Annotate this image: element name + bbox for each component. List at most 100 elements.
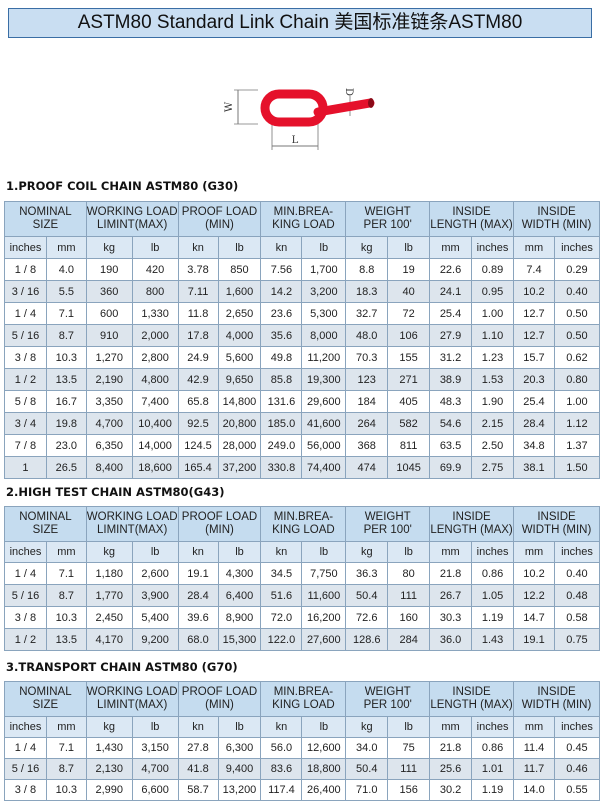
unit-cell: lb [387,716,431,738]
header-line: WIDTH (MIN) [521,219,592,231]
data-row: 5 / 8 16.7 3,350 7,400 65.8 14,800 131.6 29,600… [4,390,600,413]
data-cell: 0.40 [553,280,600,303]
unit-cell: kn [177,716,219,738]
data-cell: 56.0 [260,737,303,759]
unit-cell: mm [45,716,87,738]
data-cell: 6,400 [217,584,262,607]
unit-cell: inches [553,716,600,738]
data-cell: 21.8 [429,737,473,759]
data-cell: 123 [345,368,389,391]
header-line: (MIN) [205,524,234,536]
data-cell: 51.6 [260,584,303,607]
unit-cell: lb [387,236,431,259]
header-line: PROOF LOAD [181,686,258,698]
data-cell: 1.43 [471,628,515,651]
unit-cell: inches [4,541,47,563]
data-cell: 36.0 [429,628,473,651]
data-cell: 2,190 [85,368,133,391]
data-cell: 284 [387,628,431,651]
data-cell: 16,200 [301,606,347,629]
data-cell: 24.9 [177,346,219,369]
data-cell: 10.3 [45,346,87,369]
header-line: INSIDE [537,206,576,218]
dimension-label: W [224,101,235,112]
data-cell: 8.7 [45,324,87,347]
data-cell: 1.53 [471,368,514,391]
header-line: LENGTH (MAX) [430,219,513,231]
data-cell: 0.40 [553,562,600,585]
data-cell: 32.7 [345,302,389,325]
unit-cell: mm [513,716,555,738]
data-cell: 1.50 [553,456,600,479]
unit-cell: lb [301,236,347,259]
data-cell: 14.7 [513,606,555,629]
header-line: LENGTH (MAX) [430,699,513,711]
column-header: WEIGHT PER 100' [345,201,431,237]
data-cell: 420 [131,258,179,281]
data-cell: 28.4 [177,584,219,607]
unit-cell: kn [177,541,219,563]
data-cell: 50.4 [345,584,389,607]
data-cell: 12.7 [513,324,555,347]
data-cell: 6,350 [85,434,133,457]
dimension-label: D [343,88,354,96]
unit-cell: lb [387,541,431,563]
data-cell: 20.3 [513,368,555,391]
data-cell: 48.3 [429,390,473,413]
data-row: 3 / 8 10.3 1,270 2,800 24.9 5,600 49.8 11,200 70… [4,346,600,369]
unit-cell: kn [260,541,303,563]
header-line: WIDTH (MIN) [521,524,592,536]
unit-cell: mm [513,541,555,563]
unit-cell: lb [131,716,179,738]
unit-cell: lb [301,541,347,563]
data-cell: 26,400 [301,779,347,801]
data-cell: 1,430 [85,737,133,759]
data-cell: 811 [387,434,431,457]
data-cell: 27,600 [301,628,347,651]
data-cell: 7.1 [45,737,87,759]
data-cell: 23.6 [260,302,303,325]
data-cell: 69.9 [429,456,473,479]
data-cell: 1 / 4 [4,562,47,585]
data-cell: 15.7 [513,346,555,369]
unit-cell: lb [217,236,262,259]
unit-cell: kg [345,541,389,563]
data-cell: 3.78 [177,258,219,281]
data-cell: 10,400 [131,412,179,435]
data-cell: 2,600 [131,562,179,585]
data-cell: 10.2 [513,280,555,303]
unit-cell: kg [345,236,389,259]
data-cell: 249.0 [260,434,303,457]
unit-cell: lb [131,541,179,563]
data-cell: 128.6 [345,628,389,651]
data-cell: 0.89 [471,258,514,281]
data-cell: 1.00 [471,302,514,325]
unit-cell: lb [301,716,347,738]
header-line: PER 100' [363,524,412,536]
data-cell: 165.4 [177,456,219,479]
data-cell: 8,000 [301,324,347,347]
column-header: WEIGHT PER 100' [345,681,431,717]
data-cell: 0.29 [553,258,600,281]
unit-cell: kg [85,541,133,563]
column-header: INSIDE LENGTH (MAX) [429,201,514,237]
data-cell: 48.0 [345,324,389,347]
column-header: MIN.BREA- KING LOAD [260,506,347,542]
data-cell: 19,300 [301,368,347,391]
chain-link [260,89,328,127]
spec-table: NOMINAL SIZE WORKING LOAD LIMINT(MAX) PROOF … [4,201,600,479]
data-cell: 26.5 [45,456,87,479]
data-cell: 27.8 [177,737,219,759]
data-cell: 38.9 [429,368,473,391]
data-cell: 3,150 [131,737,179,759]
data-cell: 11,600 [301,584,347,607]
data-cell: 15,300 [217,628,262,651]
column-header: WORKING LOAD LIMINT(MAX) [85,506,179,542]
unit-row: inches mm kg lb kn lb kn lb kg lb mm inches mm inches [4,716,600,738]
data-row: 1 / 4 7.1 600 1,330 11.8 2,650 23.6 5,300 32.7 72… [4,302,600,325]
header-line: KING LOAD [272,219,335,231]
section-heading: 1.PROOF COIL CHAIN ASTM80 (G30) [6,179,239,193]
column-header: INSIDE WIDTH (MIN) [513,201,600,237]
header-line: MIN.BREA- [273,206,334,218]
